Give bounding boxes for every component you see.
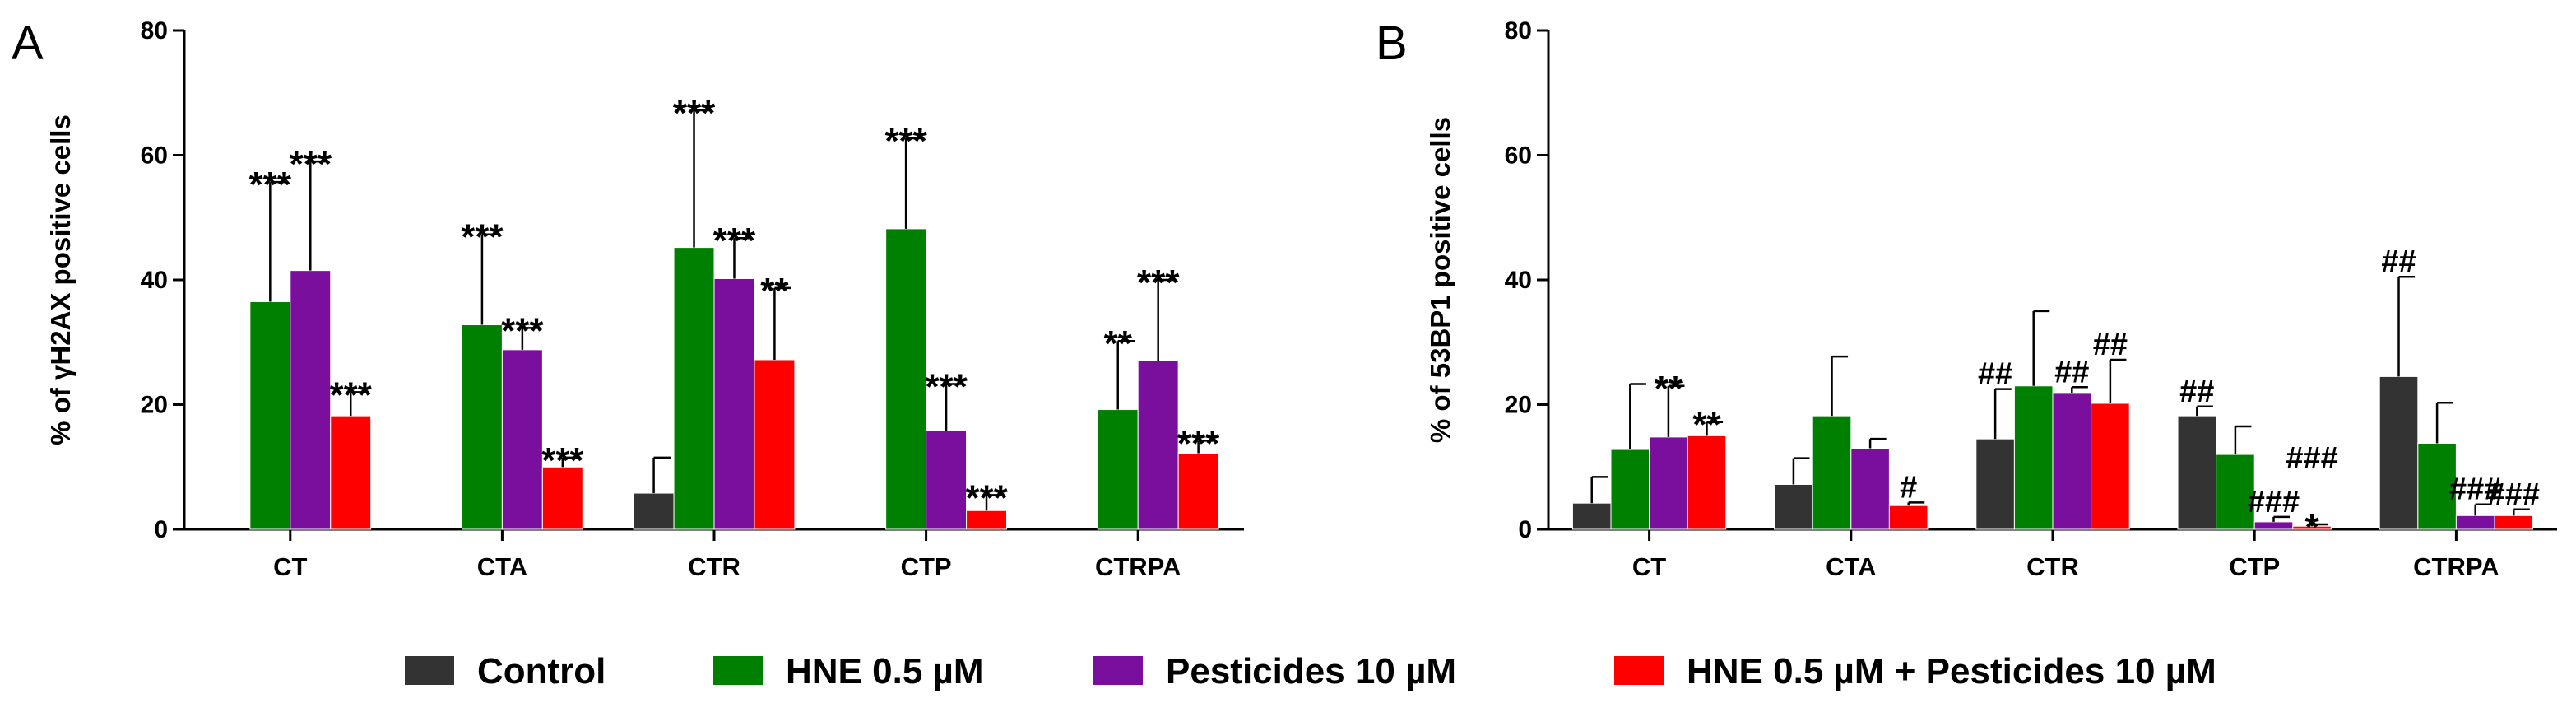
panel-b-significance-label: ## bbox=[2381, 244, 2416, 279]
panel-b-bar bbox=[2091, 403, 2130, 530]
panel-b-bar bbox=[1687, 435, 1727, 530]
panel-a-significance-label: *** bbox=[925, 367, 968, 407]
panel-a-significance-label: *** bbox=[501, 310, 544, 351]
panel-a-y-tick-label: 40 bbox=[141, 267, 168, 294]
legend-label: HNE 0.5 µM bbox=[786, 651, 984, 691]
panel-a-significance-label: *** bbox=[884, 121, 927, 161]
panel-a-significance-label: *** bbox=[965, 477, 1008, 518]
panel-b-bar bbox=[2379, 375, 2419, 530]
panel-a-y-tick-label: 80 bbox=[141, 17, 168, 44]
panel-b-y-tick-label: 0 bbox=[1518, 516, 1532, 543]
legend-label: HNE 0.5 µM + Pesticides 10 µM bbox=[1687, 651, 2216, 691]
panel-b-bar bbox=[1649, 436, 1688, 530]
panel-a-category-label: CTP bbox=[901, 552, 952, 581]
panel-b-significance-label: # bbox=[1900, 470, 1917, 505]
panel-a-bar bbox=[330, 415, 372, 530]
legend-swatch bbox=[713, 656, 763, 685]
panel-a-significance-label: *** bbox=[290, 144, 332, 184]
panel-a-significance-label: *** bbox=[330, 375, 373, 415]
panel-b-category-label: CT bbox=[1632, 552, 1666, 581]
panel-b-bar bbox=[2494, 514, 2534, 530]
panel-a-significance-label: ** bbox=[760, 271, 789, 311]
panel-a-bar bbox=[1097, 409, 1139, 530]
panel-a-significance-label: *** bbox=[461, 217, 504, 258]
panel-a-bar bbox=[885, 228, 927, 530]
panel-b-category-label: CTR bbox=[2026, 552, 2079, 581]
panel-b-bar bbox=[1812, 415, 1852, 530]
panel-a-chart: A 0 20 40 60 80 % of γH2AX positive cells CT **… bbox=[12, 16, 1244, 581]
panel-a-category-label: CTA bbox=[477, 552, 527, 581]
panel-a-bar bbox=[501, 349, 543, 530]
panel-a-category-label: CT bbox=[273, 552, 307, 581]
panel-b-bar bbox=[1888, 505, 1929, 530]
panel-b-category-label: CTRPA bbox=[2413, 552, 2499, 581]
panel-b-significance-label: ### bbox=[2449, 473, 2501, 507]
panel-b-significance-label: ## bbox=[1978, 357, 2012, 392]
panel-b-bar bbox=[1774, 483, 1813, 530]
panel-a-bar bbox=[1137, 360, 1179, 530]
chart-legend: Control HNE 0.5 µM Pesticides 10 µM HNE 0.5… bbox=[405, 651, 2216, 691]
panel-b-bar bbox=[2253, 521, 2294, 530]
panel-b-y-tick-label: 40 bbox=[1505, 267, 1532, 294]
legend-swatch bbox=[1093, 656, 1143, 685]
panel-b-y-tick-label: 60 bbox=[1505, 142, 1532, 170]
panel-b-significance-label: ### bbox=[2248, 485, 2300, 519]
panel-a-bar bbox=[1177, 453, 1219, 530]
panel-a-bar bbox=[249, 301, 291, 530]
panel-b-bar bbox=[2417, 442, 2457, 530]
panel-a-significance-label: *** bbox=[249, 165, 292, 205]
panel-b-y-tick-label: 20 bbox=[1505, 392, 1532, 419]
panel-a-y-tick-label: 20 bbox=[141, 392, 168, 419]
panel-a-category-label: CTR bbox=[688, 552, 740, 581]
panel-a-bar bbox=[461, 324, 503, 530]
panel-b-bar bbox=[1975, 438, 2015, 530]
panel-b-significance-label: * bbox=[2305, 507, 2320, 547]
panel-b-bar bbox=[2052, 393, 2092, 530]
panel-a-significance-label: *** bbox=[541, 440, 584, 481]
legend-label: Control bbox=[477, 651, 606, 691]
panel-a-significance-label: ** bbox=[1104, 324, 1133, 364]
panel-a-letter: A bbox=[12, 16, 44, 70]
panel-a-significance-label: *** bbox=[1177, 423, 1220, 463]
panel-b-significance-label: ### bbox=[2488, 477, 2540, 512]
panel-a-significance-label: *** bbox=[673, 93, 716, 133]
panel-a-significance-label: *** bbox=[713, 221, 756, 261]
legend-swatch bbox=[405, 656, 454, 685]
panel-b-y-axis-title: % of 53BP1 positive cells bbox=[1425, 117, 1455, 443]
panel-a-bar bbox=[673, 247, 715, 530]
panel-b-significance-label: ** bbox=[1655, 369, 1683, 409]
legend-swatch bbox=[1614, 656, 1664, 685]
panel-b-significance-label: ## bbox=[2054, 355, 2089, 389]
panel-b-bar bbox=[1850, 448, 1890, 530]
panel-b-category-label: CTA bbox=[1826, 552, 1876, 581]
panel-b-bar bbox=[2013, 385, 2054, 530]
panel-a-bar bbox=[633, 492, 675, 530]
panel-a-y-tick-label: 0 bbox=[154, 516, 168, 543]
panel-b-bar bbox=[2455, 514, 2495, 530]
panel-b-significance-label: ## bbox=[2093, 328, 2128, 362]
panel-b-category-label: CTP bbox=[2229, 552, 2280, 581]
panel-b-bar bbox=[1610, 449, 1650, 530]
panel-a-significance-label: *** bbox=[1137, 263, 1180, 303]
panel-b-bar bbox=[1571, 502, 1612, 530]
panel-b-significance-label: ### bbox=[2286, 441, 2337, 476]
panel-b-significance-label: ## bbox=[2179, 375, 2214, 409]
panel-b-bar bbox=[2177, 415, 2217, 530]
panel-a-y-axis-title: % of γH2AX positive cells bbox=[45, 114, 76, 445]
panel-b-significance-label: ** bbox=[1692, 405, 1721, 445]
legend-label: Pesticides 10 µM bbox=[1166, 651, 1456, 691]
panel-b-y-tick-label: 80 bbox=[1505, 17, 1532, 44]
panel-a-bar bbox=[713, 277, 755, 530]
panel-a-y-tick-label: 60 bbox=[141, 142, 168, 170]
panel-a-bar bbox=[290, 270, 332, 530]
panel-b-letter: B bbox=[1376, 16, 1408, 70]
panel-a-bar bbox=[754, 359, 796, 530]
panel-a-bar bbox=[926, 430, 968, 530]
panel-b-bar bbox=[2216, 454, 2255, 530]
panel-a-category-label: CTRPA bbox=[1095, 552, 1181, 581]
